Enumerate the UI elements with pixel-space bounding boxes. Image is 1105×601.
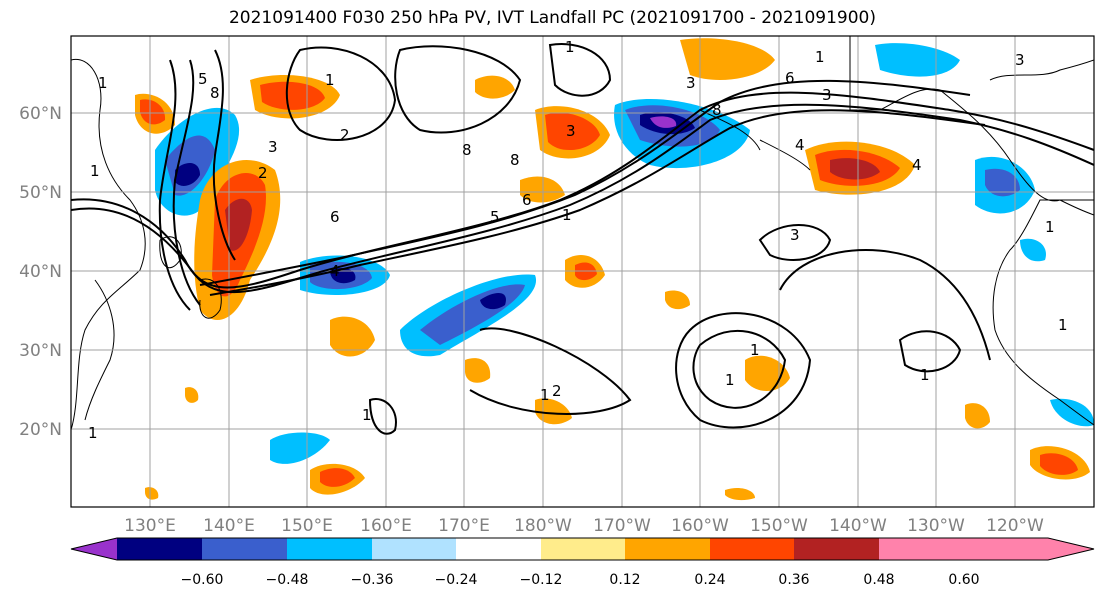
contour-label: 4 [330,262,340,280]
latitude-labels: 60°N 50°N 40°N 30°N 20°N [19,104,62,440]
lon-label: 170°W [593,516,651,536]
contour-label: 1 [98,74,108,92]
colorbar-tick-label: −0.48 [266,572,309,588]
lon-label: 140°W [829,516,887,536]
lon-label: 120°W [986,516,1044,536]
contour-label: 1 [540,386,550,404]
colorbar-segment [117,538,202,560]
contour-label: 1 [562,206,572,224]
contour-label: 1 [362,406,372,424]
contour-label: 5 [198,70,208,88]
colorbar-right-extension [964,538,1094,560]
colorbar-segment [879,538,964,560]
colorbar: −0.60 −0.48 −0.36 −0.24 −0.12 0.12 0.24 … [70,537,1095,588]
contour-label: 3 [566,122,576,140]
colorbar-tick-label: −0.24 [435,572,478,588]
contour-label: 8 [712,101,722,119]
colorbar-tick-label: 0.24 [694,572,725,588]
contour-label: 1 [1045,218,1055,236]
lon-label: 130°E [124,516,176,536]
contour-label: 3 [790,226,800,244]
contour-label: 1 [920,366,930,384]
map-border [70,35,1095,508]
contour-label: 2 [340,126,350,144]
colorbar-tick-label: 0.12 [609,572,640,588]
lat-label: 30°N [19,341,62,361]
colorbar-tick-label: 0.60 [948,572,979,588]
contour-label: 6 [330,208,340,226]
contour-label: 1 [815,48,825,66]
lon-label: 170°E [438,516,490,536]
colorbar-tick-label: 0.48 [863,572,894,588]
colorbar-segment [372,538,456,560]
contour-label: 6 [522,191,532,209]
lon-label: 150°W [750,516,808,536]
lon-label: 160°W [671,516,729,536]
contour-label: 1 [750,341,760,359]
colorbar-tick-label: −0.60 [181,572,224,588]
lat-label: 40°N [19,262,62,282]
pv-shading [135,38,1094,501]
pv-contours [71,43,1094,435]
colorbar-segment [287,538,372,560]
contour-label: 1 [325,71,335,89]
colorbar-segment [202,538,287,560]
contour-label: 1 [88,424,98,442]
colorbar-segment [625,538,710,560]
colorbar-tick-label: −0.36 [351,572,394,588]
contour-label: 2 [552,382,562,400]
lon-label: 160°E [360,516,412,536]
longitude-labels: 130°E 140°E 150°E 160°E 170°E 180°W 170°… [124,516,1044,536]
lon-label: 180°W [514,516,572,536]
contour-label: 8 [210,84,220,102]
lon-label: 150°E [281,516,333,536]
colorbar-outline [70,537,1095,561]
map-title: 2021091400 F030 250 hPa PV, IVT Landfall… [228,8,876,28]
contour-label: 3 [686,74,696,92]
contour-labels: 1 1 1 1 2 3 2 5 8 6 4 8 8 5 6 1 3 1 3 8 … [88,38,1068,442]
colorbar-segment [541,538,625,560]
contour-label: 3 [822,86,832,104]
contour-label: 5 [490,208,500,226]
lat-label: 20°N [19,420,62,440]
colorbar-segment [456,538,541,560]
contour-label: 1 [1058,316,1068,334]
colorbar-left-extension [71,538,117,560]
contour-label: 1 [90,162,100,180]
contour-label: 2 [258,164,268,182]
colorbar-tick-label: 0.36 [778,572,809,588]
lat-label: 50°N [19,183,62,203]
contour-label: 6 [785,69,795,87]
lon-label: 140°E [203,516,255,536]
contour-label: 8 [510,151,520,169]
contour-label: 3 [1015,51,1025,69]
contour-label: 4 [795,136,805,154]
contour-label: 3 [268,138,278,156]
contour-label: 1 [565,38,575,56]
colorbar-tick-label: −0.12 [520,572,563,588]
colorbar-segment [710,538,794,560]
contour-label: 1 [725,371,735,389]
colorbar-segment [794,538,879,560]
graticule [71,36,1094,507]
contour-label: 4 [912,156,922,174]
lon-label: 130°W [907,516,965,536]
lat-label: 60°N [19,104,62,124]
contour-label: 8 [462,141,472,159]
